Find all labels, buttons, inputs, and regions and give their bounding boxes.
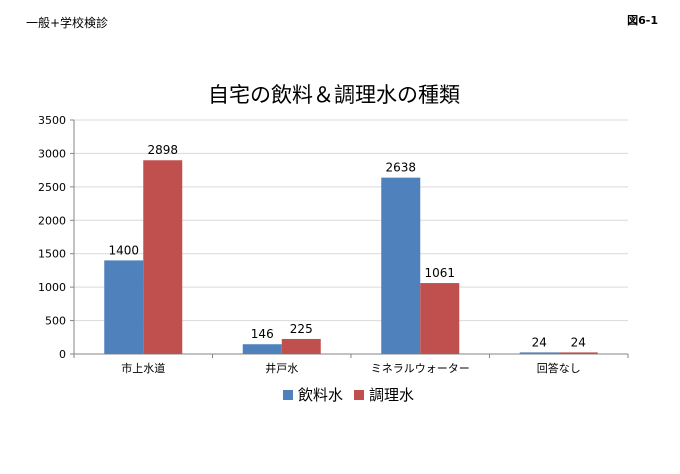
bar [519,352,559,354]
data-label: 2638 [385,161,416,175]
data-label: 24 [571,335,586,349]
y-tick-label: 2000 [38,214,66,227]
x-axis-ticks: 市上水道 井戸水 ミネラルウォーター 回答なし [73,354,629,375]
data-labels: 1400 2898 146 225 2638 1061 24 24 [108,143,585,349]
data-label: 2898 [147,143,178,157]
bar [558,352,598,354]
y-tick-label: 1000 [38,281,66,294]
legend-item: 調理水 [354,386,414,404]
x-tick-label: ミネラルウォーター [371,362,470,375]
bar [420,283,460,354]
bars [104,160,598,354]
data-label: 24 [532,335,547,349]
y-tick-label: 1500 [38,248,66,261]
legend-label: 調理水 [369,386,414,404]
y-tick-label: 500 [45,315,66,328]
chart-title: 自宅の飲料＆調理水の種類 [208,83,460,107]
figure-number: 図6-1 [627,14,658,27]
data-label: 146 [251,327,274,341]
bar [281,338,321,354]
legend: 飲料水 調理水 [283,386,414,404]
y-tick-label: 3000 [38,147,66,160]
y-axis-ticks: 0 500 1000 1500 2000 2500 3000 3500 [38,114,628,361]
legend-swatch [354,390,364,400]
y-tick-label: 0 [59,348,66,361]
x-tick-label: 市上水道 [121,361,165,375]
legend-label: 飲料水 [298,386,343,404]
data-label: 1400 [108,243,139,257]
y-tick-label: 2500 [38,181,66,194]
data-label: 1061 [424,266,455,280]
header-left-label: 一般+学校検診 [26,16,109,30]
bar [242,344,282,354]
x-tick-label: 回答なし [537,361,581,375]
legend-item: 飲料水 [283,386,343,404]
y-tick-label: 3500 [38,114,66,127]
x-tick-label: 井戸水 [265,361,298,375]
data-label: 225 [290,322,313,336]
bar [381,177,421,354]
legend-swatch [283,390,293,400]
bar [143,160,183,354]
bar [104,260,144,354]
